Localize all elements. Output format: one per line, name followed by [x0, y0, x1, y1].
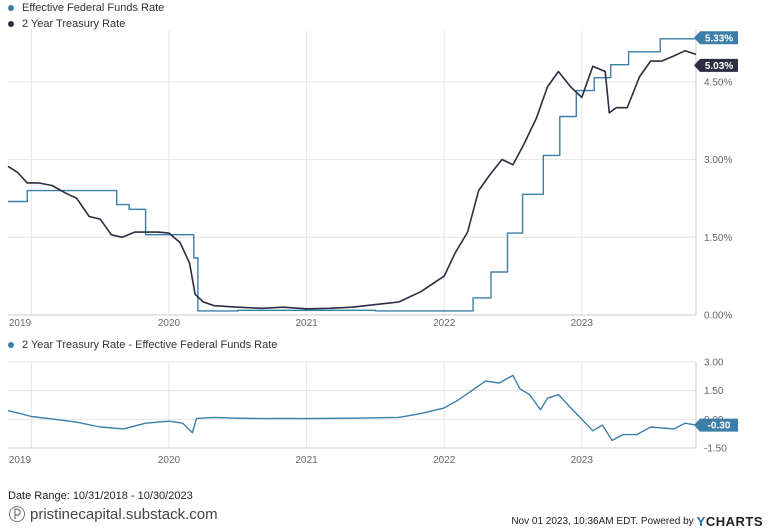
- spread-end-label-bg: [694, 418, 738, 432]
- spread-y-tick-label: 3.00: [704, 358, 724, 369]
- main-end-label-bg: [694, 31, 738, 45]
- spread-x-tick-label: 2022: [433, 455, 456, 466]
- ycharts-logo[interactable]: YCHARTS: [697, 514, 763, 529]
- legend-item-spread[interactable]: 2 Year Treasury Rate - Effective Federal…: [8, 339, 277, 351]
- ycharts-logo-y: Y: [696, 514, 706, 529]
- legend-marker-icon: [8, 21, 14, 27]
- main-y-tick-label: 0.00%: [704, 311, 732, 322]
- main-end-label-1: 5.03%: [694, 58, 738, 72]
- watermark-text: pristinecapital.substack.com: [30, 505, 218, 523]
- spread-y-tick-label: -1.50: [704, 444, 727, 455]
- spread-x-tick-label: 2021: [295, 455, 318, 466]
- main-end-label-0: 5.33%: [694, 31, 738, 45]
- main-end-label-text: 5.03%: [705, 61, 733, 72]
- legend-item-fed-funds[interactable]: Effective Federal Funds Rate: [8, 2, 164, 14]
- main-x-tick-label: 2022: [433, 318, 456, 329]
- legend-item-treasury-2y[interactable]: 2 Year Treasury Rate: [8, 18, 125, 30]
- main-series-line-1: [7, 49, 697, 310]
- spread-end-label-text: -0.30: [708, 421, 731, 432]
- spread-series-line-0: [7, 374, 697, 442]
- main-x-tick-label: 2019: [9, 318, 32, 329]
- watermark-logo-icon: [9, 506, 25, 522]
- main-y-tick-label: 4.50%: [704, 77, 732, 88]
- main-chart-grid: [8, 30, 697, 316]
- main-x-tick-label: 2021: [295, 318, 318, 329]
- footer-credit: Nov 01 2023, 10:36AM EDT. Powered by YCH…: [511, 514, 763, 529]
- main-end-label-bg: [694, 58, 738, 72]
- main-series-line-0: [8, 38, 696, 312]
- footer-timestamp: Nov 01 2023, 10:36AM EDT. Powered by: [511, 516, 694, 527]
- main-end-label-text: 5.33%: [705, 33, 733, 44]
- legend-label-fed-funds: Effective Federal Funds Rate: [22, 2, 165, 14]
- spread-x-tick-label: 2019: [9, 455, 32, 466]
- main-y-tick-label: 3.00%: [704, 155, 732, 166]
- main-y-tick-label: 1.50%: [704, 233, 732, 244]
- spread-chart-series: [7, 374, 697, 442]
- main-x-tick-label: 2023: [571, 318, 594, 329]
- date-range: Date Range: 10/31/2018 - 10/30/2023: [8, 490, 193, 502]
- legend-marker-icon: [8, 5, 14, 11]
- spread-chart-end-labels: -0.30: [694, 418, 738, 432]
- spread-chart-grid: [8, 361, 697, 449]
- main-chart-series: [7, 38, 697, 312]
- legend-label-treasury-2y: 2 Year Treasury Rate: [22, 18, 126, 30]
- spread-y-tick-label: 1.50: [704, 386, 724, 397]
- spread-x-tick-label: 2023: [571, 455, 594, 466]
- main-chart-axes: 0.00% 1.50% 3.00% 4.50% 2019 2020 2021 2022 2023: [9, 77, 733, 329]
- spread-end-label-0: -0.30: [694, 418, 738, 432]
- watermark: pristinecapital.substack.com: [8, 505, 218, 523]
- ycharts-logo-text: CHARTS: [705, 514, 763, 529]
- spread-x-tick-label: 2020: [158, 455, 181, 466]
- main-x-tick-label: 2020: [158, 318, 181, 329]
- legend-label-spread: 2 Year Treasury Rate - Effective Federal…: [22, 339, 278, 351]
- legend-marker-icon: [8, 342, 14, 348]
- main-chart-end-labels: 5.33% 5.03%: [694, 31, 738, 72]
